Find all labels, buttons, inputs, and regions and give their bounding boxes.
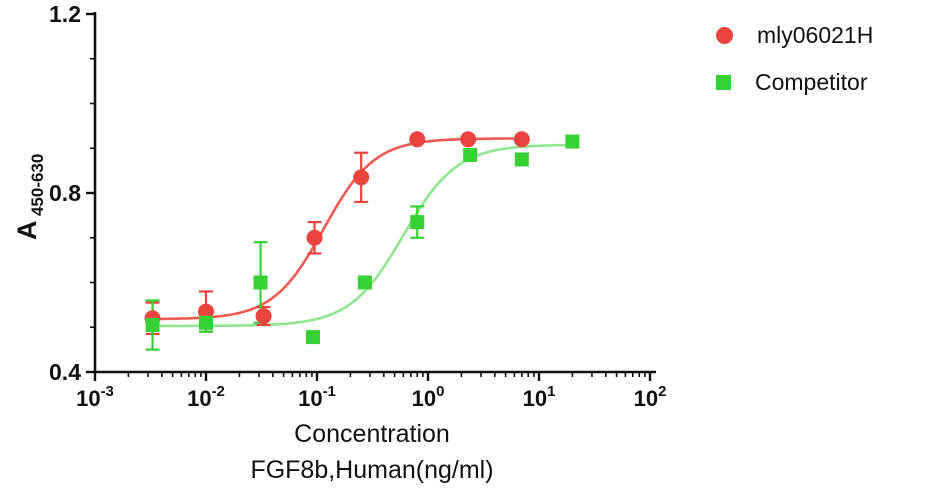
data-point-Competitor — [565, 134, 580, 149]
circle-marker-icon — [716, 27, 733, 44]
x-axis-title-line1: Concentration — [294, 420, 450, 448]
data-point-Competitor — [463, 147, 478, 162]
x-tick-exponent: 1 — [547, 383, 555, 400]
y-axis-title: A 450-630 — [12, 154, 47, 240]
data-point-mly06021H — [353, 169, 370, 186]
data-point-mly06021H — [513, 131, 530, 148]
x-tick-label: 10-2 — [187, 383, 225, 411]
data-point-Competitor — [199, 315, 213, 330]
x-tick-label: 10-1 — [298, 383, 336, 411]
y-axis-title-subscript: 450-630 — [28, 154, 47, 216]
data-point-Competitor — [253, 275, 268, 290]
x-tick-exponent: -2 — [212, 383, 225, 400]
data-point-mly06021H — [255, 308, 272, 325]
data-point-mly06021H — [198, 303, 214, 320]
square-marker-icon — [716, 75, 731, 90]
y-axis-title-base: A — [12, 221, 42, 241]
x-tick-exponent: -3 — [101, 383, 114, 400]
y-tick-label: 1.2 — [49, 1, 81, 27]
data-point-Competitor — [305, 330, 320, 345]
data-point-mly06021H — [306, 229, 323, 246]
data-point-Competitor — [145, 318, 160, 333]
x-tick-exponent: 2 — [658, 383, 666, 400]
data-point-mly06021H — [460, 131, 477, 148]
legend-item-mly06021H: mly06021H — [716, 22, 873, 49]
x-tick-label: 102 — [634, 383, 667, 411]
y-tick-label: 0.8 — [49, 180, 81, 206]
x-tick-label: 101 — [523, 383, 556, 411]
data-point-Competitor — [357, 275, 372, 290]
legend-item-competitor: Competitor — [716, 69, 873, 96]
x-tick-label: 10-3 — [76, 383, 114, 411]
x-tick-exponent: 0 — [436, 383, 444, 400]
data-point-Competitor — [410, 215, 425, 230]
legend-label: mly06021H — [757, 22, 874, 48]
x-tick-exponent: -1 — [323, 383, 336, 400]
x-tick-label: 100 — [412, 383, 445, 411]
x-axis-title-line2: FGF8b,Human(ng/ml) — [250, 456, 493, 484]
y-tick-label: 0.4 — [49, 359, 81, 385]
data-point-mly06021H — [409, 131, 426, 148]
legend: mly06021H Competitor — [716, 22, 873, 96]
fit-curve-Competitor — [152, 143, 573, 328]
data-point-Competitor — [514, 152, 529, 167]
legend-label: Competitor — [755, 69, 868, 95]
